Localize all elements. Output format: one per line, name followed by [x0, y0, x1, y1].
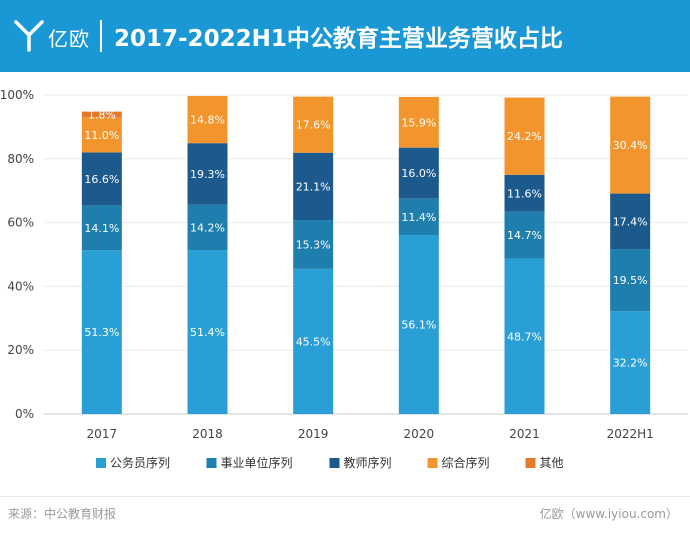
- bar-segment: [81, 117, 122, 153]
- y-tick-label: 0%: [15, 407, 34, 421]
- legend-swatch: [96, 458, 106, 468]
- bar-segment: [504, 97, 545, 175]
- x-tick-label: 2017: [87, 427, 118, 441]
- data-label: 14.8%: [190, 114, 225, 127]
- bar-segment: [187, 95, 228, 144]
- data-label: 21.1%: [296, 180, 331, 193]
- chart-svg: 0% 20% 40% 60% 80% 100% 51.3% 14.1% 16.6% 11.0% 1.…: [0, 88, 688, 470]
- stacked-bar-chart: 0% 20% 40% 60% 80% 100% 51.3% 14.1% 16.6% 11.0% 1.…: [0, 72, 690, 492]
- logo-text: 亿欧: [48, 27, 90, 51]
- x-tick-label: 2018: [192, 427, 223, 441]
- data-label: 14.1%: [84, 222, 119, 235]
- bar-segment: [293, 220, 334, 269]
- data-label: 14.2%: [190, 221, 225, 234]
- header-divider: [100, 20, 102, 52]
- x-tick-label: 2020: [404, 427, 435, 441]
- x-tick-label: 2021: [509, 427, 540, 441]
- y-tick-label: 20%: [7, 343, 34, 357]
- data-label: 16.6%: [84, 173, 119, 186]
- bar-segment: [187, 204, 228, 251]
- bar-segment: [187, 250, 228, 414]
- legend-label: 教师序列: [344, 455, 392, 470]
- data-label: 14.7%: [507, 229, 542, 242]
- bar-segment: [81, 205, 122, 251]
- bar-segment: [187, 143, 228, 205]
- data-label: 19.5%: [613, 274, 648, 287]
- legend-label: 其他: [540, 456, 564, 470]
- legend-label: 公务员序列: [110, 455, 170, 470]
- data-label: 30.4%: [613, 139, 648, 152]
- legend-label: 综合序列: [442, 455, 490, 470]
- bar-segment: [610, 249, 651, 312]
- y-tick-label: 80%: [7, 152, 34, 166]
- y-tick-label: 100%: [0, 88, 34, 102]
- data-label: 11.6%: [507, 187, 542, 200]
- bar-segment: [398, 198, 439, 236]
- y-tick-label: 40%: [7, 279, 34, 293]
- data-label: 1.8%: [88, 108, 116, 121]
- bar-segment: [293, 268, 334, 414]
- bar-segment: [293, 96, 334, 153]
- x-tick-label: 2019: [298, 427, 329, 441]
- data-label: 48.7%: [507, 330, 542, 343]
- data-label: 24.2%: [507, 130, 542, 143]
- legend-swatch: [525, 458, 536, 468]
- data-label: 11.0%: [84, 129, 119, 142]
- legend-swatch: [427, 458, 438, 468]
- x-tick-label: 2022H1: [607, 427, 654, 441]
- data-label: 56.1%: [401, 319, 436, 332]
- bar-segment: [610, 96, 651, 194]
- data-label: 11.4%: [401, 211, 436, 224]
- bar-segment: [398, 147, 439, 199]
- source-note: 来源：中公教育财报: [8, 507, 117, 521]
- header-bar: 亿欧 2017-2022H1中公教育主营业务营收占比: [0, 0, 690, 72]
- data-label: 17.4%: [613, 215, 648, 228]
- bar-segment: [610, 311, 651, 414]
- legend-swatch: [329, 458, 340, 468]
- bar-segment: [504, 258, 545, 414]
- bar-segment: [398, 96, 439, 148]
- data-label: 17.6%: [296, 119, 331, 132]
- bar-segment: [398, 235, 439, 414]
- bar-segment: [81, 111, 122, 118]
- legend-swatch: [206, 458, 217, 468]
- legend-label: 事业单位序列: [221, 455, 293, 470]
- brand-note: 亿欧（www.iyiou.com）: [539, 507, 678, 521]
- bar-segment: [81, 152, 122, 206]
- y-tick-label: 60%: [7, 216, 34, 230]
- yiou-y-icon: [14, 20, 44, 52]
- data-label: 51.4%: [190, 326, 225, 339]
- data-label: 51.3%: [84, 326, 119, 339]
- bar-segment: [81, 250, 122, 414]
- data-label: 16.0%: [401, 167, 436, 180]
- data-label: 32.2%: [613, 357, 648, 370]
- yiou-logo: 亿欧: [14, 20, 104, 52]
- bar-segment: [504, 174, 545, 212]
- data-label: 19.3%: [190, 168, 225, 181]
- footer-divider: [0, 496, 690, 497]
- chart-title: 2017-2022H1中公教育主营业务营收占比: [114, 26, 563, 52]
- bar-segment: [504, 211, 545, 259]
- data-label: 45.5%: [296, 335, 331, 348]
- bar-segment: [293, 152, 334, 221]
- data-label: 15.3%: [296, 238, 331, 251]
- bar-segment: [610, 193, 651, 250]
- data-label: 15.9%: [401, 116, 436, 129]
